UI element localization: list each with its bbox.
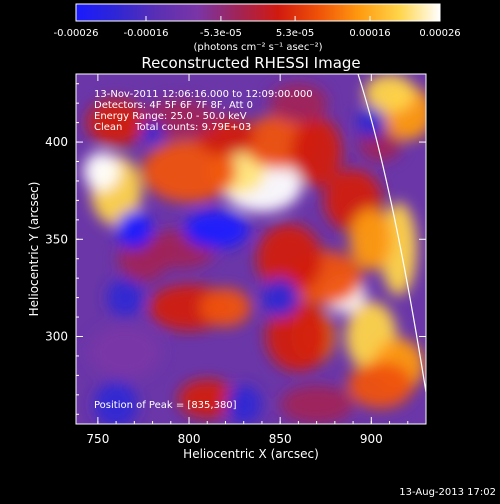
emission-blob [199,287,252,327]
emission-blob [83,151,120,191]
emission-blob [261,278,299,318]
colorbar-tick-label: 0.00016 [349,28,390,39]
y-tick-label: 400 [45,135,68,149]
x-tick-label: 900 [360,432,383,446]
emission-blob [349,208,394,271]
colorbar-units: (photons cm⁻² s⁻¹ asec⁻²) [193,42,322,53]
colorbar-tick-label: 5.3e-05 [276,28,314,39]
emission-blob [86,99,146,146]
emission-blob [269,83,328,123]
colorbar-tick-label: -0.00016 [124,28,169,39]
annotation-time-range: 13-Nov-2011 12:06:16.000 to 12:09:00.000 [94,89,313,100]
emission-blob [178,379,237,419]
emission-blob [183,210,250,249]
y-tick-label: 300 [45,330,68,344]
x-tick-label: 850 [269,432,292,446]
colorbar-tick-label: 0.00026 [419,28,460,39]
emission-blob [141,140,237,203]
colorbar-tick-label: -5.3e-05 [200,28,242,39]
emission-blob [280,385,354,424]
emission-blob [225,385,262,424]
colorbar-ticks: -0.00026 -0.00016 -5.3e-05 5.3e-05 0.00016 0.… [54,16,461,39]
emission-blob [256,223,323,294]
emission-blob [291,116,343,187]
y-tick-label: 350 [45,232,68,246]
axis-ticks: 750 800 850 900 300 350 400 [45,74,426,446]
footer-timestamp: 13-Aug-2013 17:02 [399,487,496,498]
emission-blob [364,74,416,113]
annotation-counts: Clean Total counts: 9.79E+03 [94,122,251,133]
x-tick-label: 750 [86,432,109,446]
y-axis-label: Heliocentric Y (arcsec) [27,182,41,317]
heatmap-image [76,74,426,424]
x-tick-label: 800 [178,432,201,446]
emission-blob [106,278,144,318]
chart-title: Reconstructed RHESSI Image [141,54,360,72]
emission-blob [116,210,153,249]
emission-blob [141,120,164,144]
emission-blob [347,361,414,409]
solar-limb-curve [357,74,426,393]
emission-blob [88,324,162,380]
x-axis-label: Heliocentric X (arcsec) [183,447,319,461]
peak-position-label: Position of Peak = [835,380] [94,400,237,411]
plot-frame [75,73,427,425]
emission-blob [356,107,386,139]
colorbar-tick-label: -0.00026 [54,28,99,39]
emission-blob [94,381,138,424]
annotation-detectors: Detectors: 4F 5F 6F 7F 8F, Att 0 [94,100,253,111]
annotation-energy-range: Energy Range: 25.0 - 50.0 keV [94,111,247,122]
emission-blob [265,301,332,372]
colorbar [75,3,441,22]
